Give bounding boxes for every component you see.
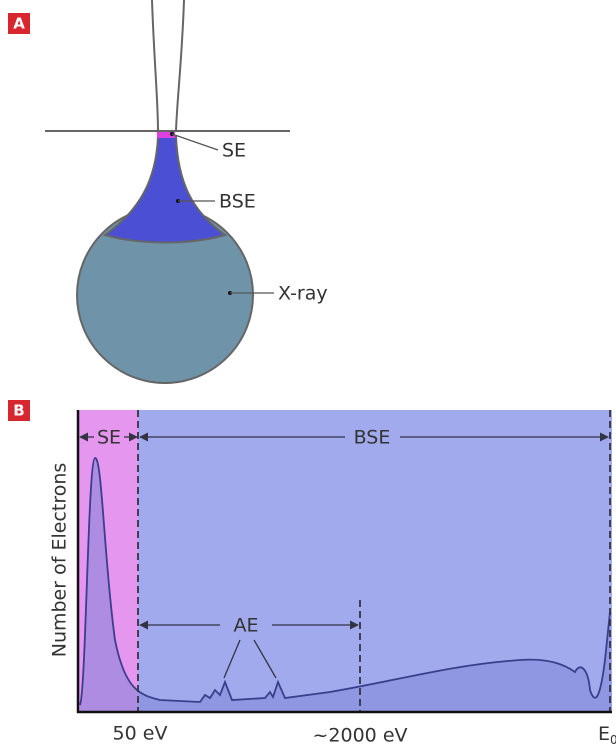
- x-tick-subscript: 0: [610, 733, 616, 747]
- bse-region-label: BSE: [354, 427, 391, 449]
- x-tick-label: 50 eV: [113, 723, 168, 745]
- x-tick-label: ~2000 eV: [313, 725, 408, 747]
- se-region-label: SE: [97, 427, 121, 449]
- x-tick-base: E: [598, 723, 610, 745]
- leader-line: [172, 134, 218, 150]
- beam-edge: [176, 0, 184, 131]
- x-tick-label: E0: [598, 723, 616, 747]
- bse-volume: [105, 137, 225, 243]
- panel-b: B SE BSE AE Number of Electrons 50 eV ~2…: [8, 400, 616, 747]
- ae-label: AE: [233, 615, 258, 637]
- bse-label: BSE: [219, 191, 256, 213]
- panel-label: A: [13, 15, 25, 33]
- beam-edge: [152, 0, 158, 131]
- y-axis-label: Number of Electrons: [49, 463, 71, 658]
- figure: A SE BSE X-ray B SE BSE AE: [0, 0, 616, 750]
- panel-a: A SE BSE X-ray: [8, 0, 328, 383]
- xray-label: X-ray: [278, 283, 328, 305]
- panel-label: B: [13, 402, 24, 420]
- se-label: SE: [222, 140, 246, 162]
